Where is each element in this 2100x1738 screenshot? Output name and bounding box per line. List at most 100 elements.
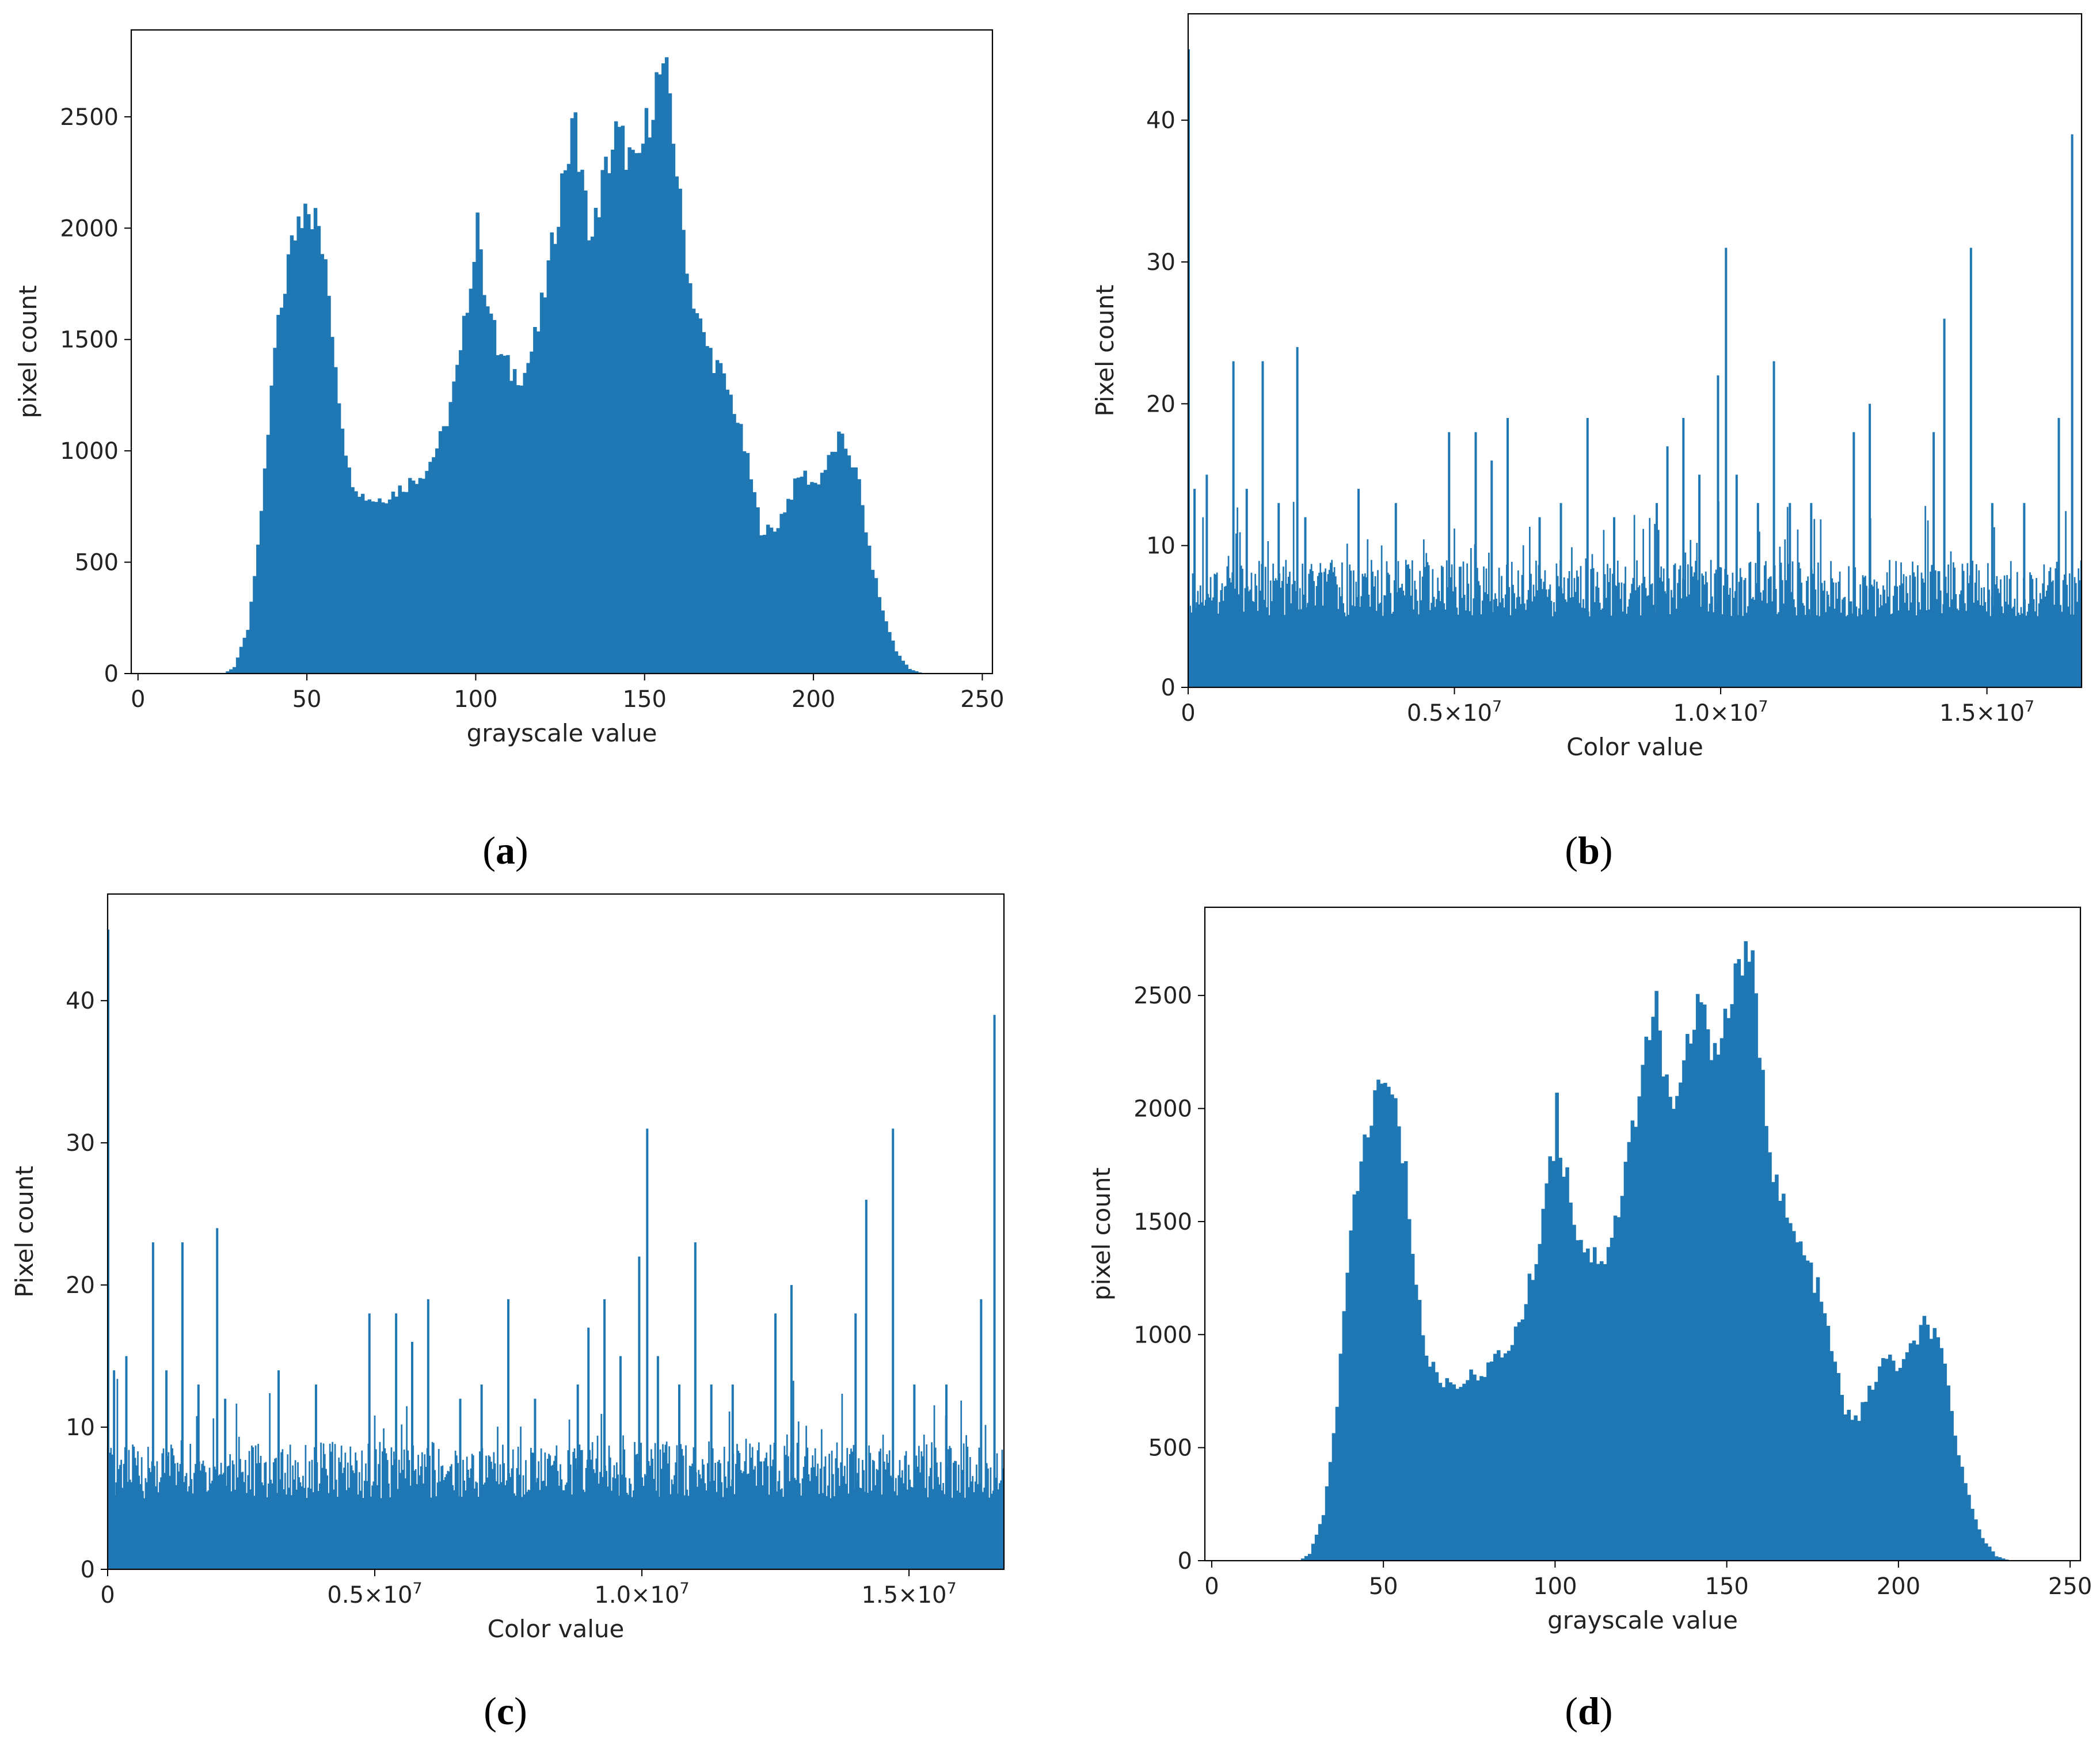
histogram-bar xyxy=(759,535,763,674)
histogram-bar xyxy=(1382,615,1384,687)
histogram-bar xyxy=(843,1466,846,1569)
histogram-bar xyxy=(1939,590,1942,687)
histogram-bar xyxy=(1781,580,1783,687)
histogram-bar xyxy=(611,149,615,674)
histogram-bar xyxy=(1360,596,1363,687)
histogram-bar xyxy=(1486,594,1489,687)
histogram-bar xyxy=(1778,1200,1782,1561)
histogram-bar xyxy=(1619,599,1622,687)
histogram-bar xyxy=(662,1444,664,1569)
histogram-bar xyxy=(1923,582,1925,687)
histogram-bar xyxy=(1973,602,1975,687)
histogram-bar xyxy=(1375,611,1378,687)
histogram-bar xyxy=(1950,551,1952,687)
y-tick-label: 1000 xyxy=(1133,1322,1192,1348)
histogram-bar xyxy=(720,1463,721,1569)
histogram-bar xyxy=(853,1444,855,1569)
histogram-bar xyxy=(786,499,790,674)
histogram-bar xyxy=(279,1479,281,1569)
histogram-bar xyxy=(725,1476,726,1569)
histogram-bar xyxy=(465,1490,467,1569)
histogram-bar xyxy=(2034,611,2036,687)
x-tick-label: 200 xyxy=(792,686,835,713)
histogram-bar xyxy=(1791,1231,1796,1561)
histogram-bar xyxy=(901,1470,903,1569)
histogram-bar xyxy=(330,1451,332,1569)
histogram-bar xyxy=(933,1405,935,1569)
caption-letter: b xyxy=(1578,828,1600,872)
histogram-bar xyxy=(1377,570,1379,687)
histogram-bar xyxy=(1371,560,1372,687)
histogram-bar xyxy=(1368,595,1370,687)
histogram-bar xyxy=(896,1495,898,1569)
histogram-bar xyxy=(272,1462,275,1569)
histogram-bar xyxy=(1380,1083,1384,1561)
histogram-bar xyxy=(1451,564,1453,687)
histogram-bar xyxy=(218,1475,220,1569)
histogram-bar xyxy=(1199,585,1201,687)
histogram-bar xyxy=(1582,1252,1587,1561)
histogram-bar xyxy=(1979,605,1981,687)
histogram-bar xyxy=(1901,1359,1906,1561)
histogram-bar xyxy=(537,331,541,674)
histogram-bar xyxy=(270,1480,272,1569)
histogram-bar xyxy=(116,1379,119,1569)
histogram-bar xyxy=(1767,579,1770,687)
histogram-bar xyxy=(988,1497,991,1569)
histogram-bar xyxy=(703,1465,705,1569)
histogram-bar xyxy=(1352,1194,1357,1561)
histogram-bar xyxy=(800,1495,802,1569)
histogram-bar xyxy=(494,1463,496,1569)
histogram-bar xyxy=(1959,594,1961,687)
histogram-bar xyxy=(713,1480,715,1569)
histogram-bar xyxy=(372,1481,375,1569)
histogram-bar xyxy=(1771,601,1773,687)
histogram-bar xyxy=(297,1462,299,1569)
histogram-bar xyxy=(839,1486,840,1569)
histogram-bar xyxy=(1850,1420,1854,1561)
histogram-bar xyxy=(1833,609,1836,687)
histogram-bar xyxy=(1770,576,1772,687)
histogram-bar xyxy=(1227,556,1230,687)
histogram-bar xyxy=(302,1475,304,1569)
histogram-bar xyxy=(530,351,534,674)
histogram-bar xyxy=(1966,563,1969,687)
histogram-bar xyxy=(1303,594,1305,687)
histogram-bar xyxy=(307,214,311,674)
histogram-bar xyxy=(1562,1177,1566,1561)
histogram-bar xyxy=(1469,611,1471,687)
histogram-bar xyxy=(1618,582,1620,687)
histogram-bar xyxy=(2078,568,2080,687)
histogram-bar xyxy=(328,1493,330,1569)
histogram-bar xyxy=(1918,602,1920,687)
x-tick-exponent: 7 xyxy=(679,1580,689,1598)
histogram-bar xyxy=(1338,1353,1343,1561)
y-tick-label: 500 xyxy=(1148,1435,1192,1462)
histogram-bar xyxy=(1378,603,1380,687)
histogram-bar xyxy=(1733,963,1738,1561)
histogram-bar xyxy=(378,1464,380,1569)
histogram-bar xyxy=(271,1483,273,1569)
histogram-bar xyxy=(511,1468,513,1569)
histogram-bar xyxy=(682,230,686,674)
histogram-bar xyxy=(363,1481,366,1569)
histogram-bar xyxy=(160,1477,162,1569)
histogram-bar xyxy=(1412,560,1413,687)
histogram-bar xyxy=(739,1452,741,1569)
x-tick-label: 0.5×107 xyxy=(1407,698,1502,727)
histogram-bar xyxy=(292,1465,294,1569)
histogram-bar xyxy=(121,1488,124,1569)
histogram-bar xyxy=(1448,1382,1453,1561)
histogram-bar xyxy=(1332,572,1334,687)
histogram-bar xyxy=(717,1461,719,1569)
histogram-bar xyxy=(242,1471,244,1569)
histogram-spike xyxy=(181,1242,184,1569)
histogram-bar xyxy=(830,451,834,674)
histogram-bar xyxy=(1813,519,1816,687)
histogram-bar xyxy=(1861,1402,1865,1561)
histogram-bar xyxy=(890,1475,892,1569)
histogram-bar xyxy=(1874,1382,1878,1561)
histogram-bar xyxy=(723,1447,725,1569)
histogram-bar xyxy=(1493,1353,1497,1561)
